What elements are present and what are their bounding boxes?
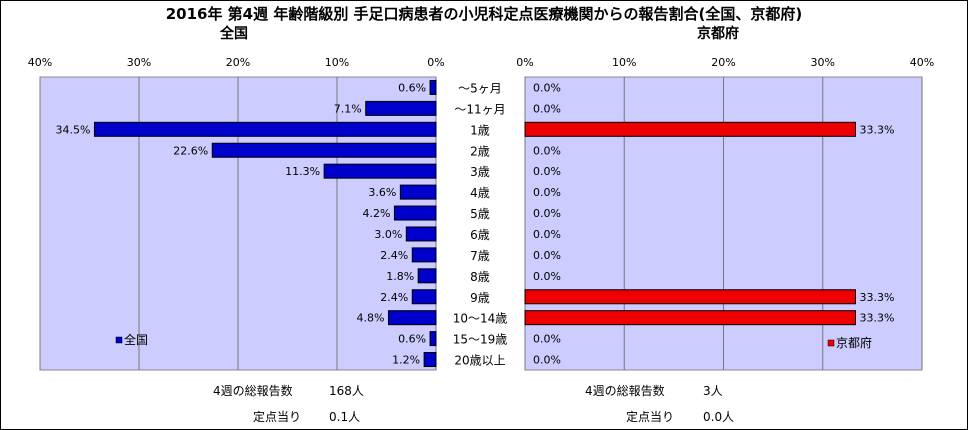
- category-label: 3歳: [470, 165, 490, 179]
- kyoto-legend-swatch: [827, 339, 835, 347]
- national-value-label: 11.3%: [285, 165, 320, 178]
- national-value-label: 0.6%: [398, 81, 426, 94]
- national-tick-label: 20%: [226, 56, 250, 69]
- kyoto-value-label: 0.0%: [533, 207, 561, 220]
- category-label: 10～14歳: [453, 312, 508, 326]
- national-value-label: 0.6%: [398, 333, 426, 346]
- national-bar: [93, 121, 437, 137]
- national-tick-label: 0%: [427, 56, 444, 69]
- kyoto-legend-label: 京都府: [836, 335, 872, 350]
- national-total-label: 4週の総報告数: [213, 384, 293, 398]
- kyoto-value-label: 0.0%: [533, 333, 561, 346]
- category-label: 15～19歳: [453, 333, 508, 347]
- category-label: 6歳: [470, 228, 490, 242]
- category-label: ～5ヶ月: [458, 81, 502, 95]
- kyoto-value-label: 33.3%: [860, 291, 895, 304]
- national-tick-label: 10%: [325, 56, 349, 69]
- national-value-label: 2.4%: [380, 249, 408, 262]
- national-bar: [411, 289, 437, 305]
- national-legend-label: 全国: [124, 332, 148, 347]
- kyoto-value-label: 0.0%: [533, 354, 561, 367]
- kyoto-tick-label: 20%: [711, 56, 735, 69]
- kyoto-value-label: 33.3%: [860, 123, 895, 136]
- national-bar: [429, 79, 437, 95]
- chart-canvas: 40% 30% 20% 10% 0%0.6%7.1%34.5%22.6%11.3%3.6…: [28, 56, 934, 371]
- kyoto-per-value: 0.0人: [703, 410, 735, 424]
- kyoto-value-label: 0.0%: [533, 228, 561, 241]
- category-label: 9歳: [470, 291, 490, 305]
- national-chart-title: 全国: [220, 26, 248, 42]
- national-bar: [405, 226, 437, 242]
- kyoto-value-label: 0.0%: [533, 186, 561, 199]
- national-value-label: 4.8%: [357, 312, 385, 325]
- national-value-label: 2.4%: [380, 291, 408, 304]
- kyoto-value-label: 0.0%: [533, 249, 561, 262]
- category-label: 2歳: [470, 144, 490, 158]
- national-bar: [323, 163, 437, 179]
- national-value-label: 3.6%: [368, 186, 396, 199]
- national-total-value: 168人: [329, 384, 364, 398]
- national-legend-swatch: [115, 336, 123, 344]
- national-bar: [417, 268, 437, 284]
- kyoto-value-label: 0.0%: [533, 270, 561, 283]
- kyoto-total-value: 3人: [703, 384, 723, 398]
- kyoto-chart-title: 京都府: [697, 26, 739, 42]
- national-value-label: 22.6%: [173, 144, 208, 157]
- national-tick-label: 30%: [127, 56, 151, 69]
- national-value-label: 34.5%: [55, 123, 90, 136]
- national-bar: [387, 310, 437, 326]
- national-per-value: 0.1人: [329, 410, 361, 424]
- national-bar: [211, 142, 437, 158]
- category-label: 4歳: [470, 186, 490, 200]
- kyoto-value-label: 0.0%: [533, 102, 561, 115]
- national-bar: [429, 331, 437, 347]
- kyoto-value-label: 0.0%: [533, 144, 561, 157]
- national-bar: [423, 352, 437, 368]
- national-per-label: 定点当り: [253, 410, 302, 424]
- national-tick-label: 40%: [28, 56, 52, 69]
- national-value-label: 4.2%: [362, 207, 390, 220]
- kyoto-value-label: 0.0%: [533, 165, 561, 178]
- national-value-label: 7.1%: [334, 102, 362, 115]
- national-bar: [411, 247, 437, 263]
- category-label: 8歳: [470, 270, 490, 284]
- national-bar: [365, 100, 437, 116]
- chart-title: 2016年 第4週 年齢階級別 手足口病患者の小児科定点医療機関からの報告割合(…: [165, 5, 803, 23]
- kyoto-value-label: 0.0%: [533, 81, 561, 94]
- kyoto-tick-label: 30%: [811, 56, 835, 69]
- national-value-label: 1.2%: [392, 354, 420, 367]
- kyoto-per-label: 定点当り: [626, 410, 675, 424]
- category-label: ～11ヶ月: [454, 102, 505, 116]
- kyoto-tick-label: 10%: [612, 56, 636, 69]
- category-label: 5歳: [470, 207, 490, 221]
- national-bar: [393, 205, 437, 221]
- national-bar: [399, 184, 437, 200]
- kyoto-bar: [524, 310, 857, 326]
- kyoto-tick-label: 40%: [910, 56, 934, 69]
- kyoto-value-label: 33.3%: [860, 312, 895, 325]
- national-value-label: 1.8%: [386, 270, 414, 283]
- kyoto-bar: [524, 289, 857, 305]
- category-label: 20歳以上: [454, 354, 505, 368]
- national-value-label: 3.0%: [374, 228, 402, 241]
- kyoto-bar: [524, 121, 857, 137]
- category-label: 7歳: [470, 249, 490, 263]
- kyoto-total-label: 4週の総報告数: [585, 384, 665, 398]
- kyoto-tick-label: 0%: [516, 56, 533, 69]
- category-label: 1歳: [470, 123, 490, 137]
